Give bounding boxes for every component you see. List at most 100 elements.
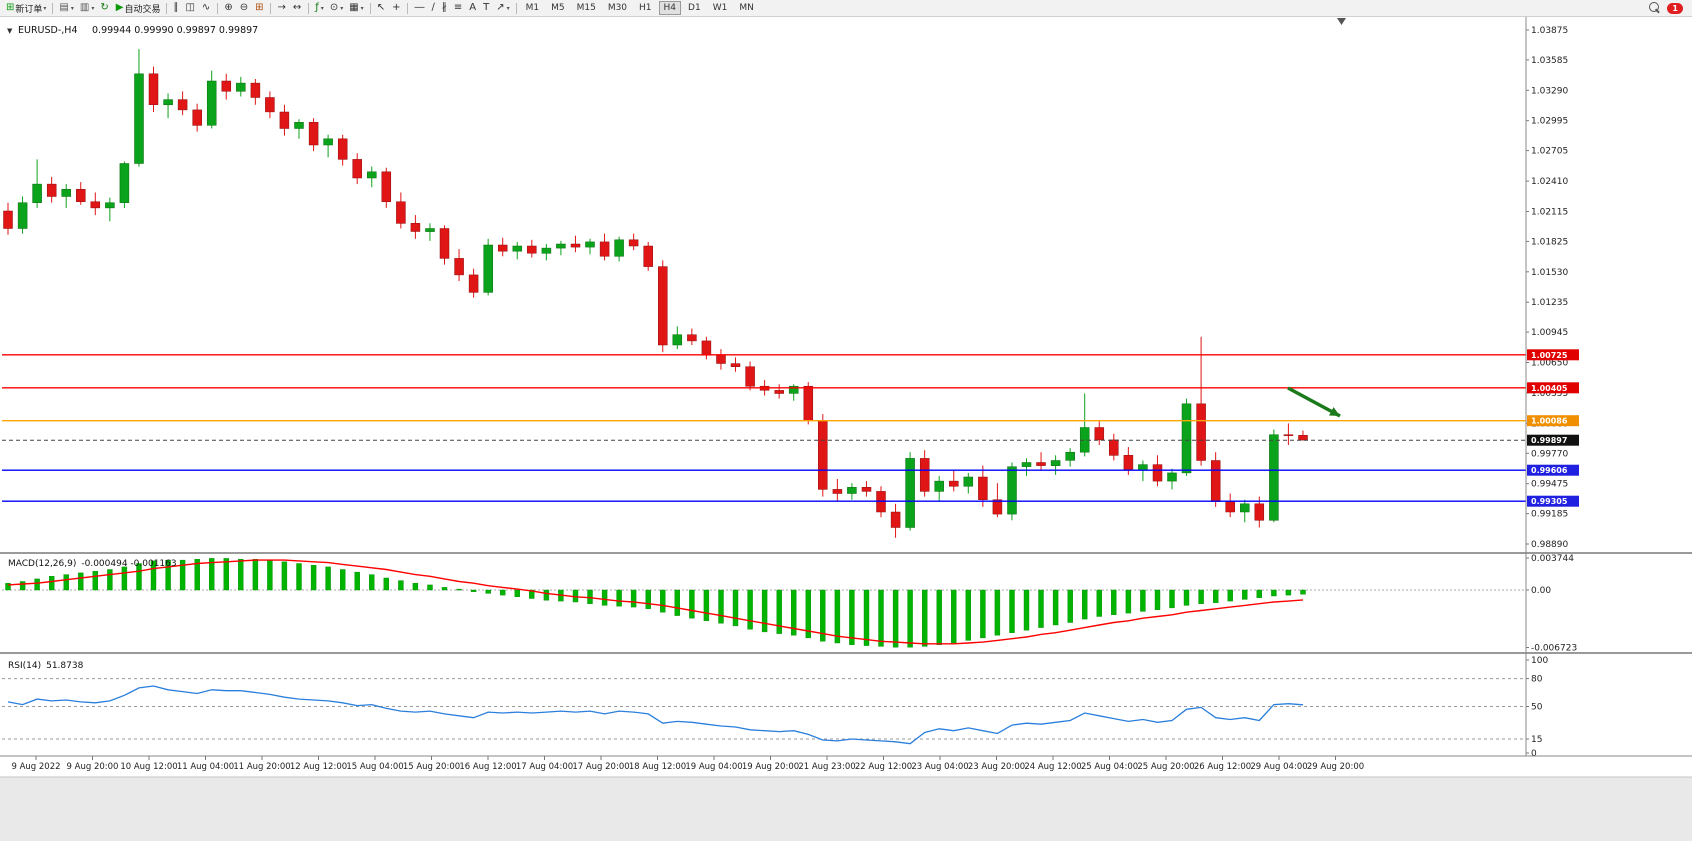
new-order-icon: ⊞ [6, 2, 15, 13]
rsi-axis-label: 15 [1531, 735, 1542, 745]
periods-button[interactable]: ⊙ ▾ [328, 1, 345, 15]
text-button[interactable]: A [467, 1, 479, 15]
symbol-dropdown-icon[interactable]: ▼ [7, 27, 13, 35]
search-icon[interactable] [1643, 1, 1665, 15]
timeframe-button-w1[interactable]: W1 [712, 3, 728, 13]
timeframe-button-m30[interactable]: M30 [607, 3, 628, 13]
refresh-button[interactable]: ↻ [98, 1, 111, 15]
macd-histogram-bar [660, 589, 666, 613]
timeframe-button-m15[interactable]: M15 [576, 3, 596, 13]
horizontal-line-button[interactable]: ― [412, 1, 427, 15]
timeframe-button-h4[interactable]: H4 [658, 1, 682, 15]
bull-candle [672, 334, 683, 346]
templates-button[interactable]: ▦ ▾ [347, 1, 365, 15]
macd-histogram-bar [34, 578, 40, 591]
auto-scroll-button[interactable]: → [275, 1, 288, 15]
bull-candle [1050, 460, 1061, 466]
macd-histogram-bar [791, 589, 797, 636]
dropdown-arrow-icon: ▾ [320, 4, 324, 12]
price-axis-label: 1.00650 [1531, 359, 1568, 369]
indicators-icon: ƒ [315, 2, 319, 13]
chart-canvas[interactable] [0, 16, 1692, 777]
bear-candle [730, 363, 741, 367]
macd-histogram-bar [1198, 589, 1204, 604]
indicators-button[interactable]: ƒ ▾ [313, 1, 326, 15]
auto-trading-button[interactable]: ▶ 自动交易 [114, 1, 163, 15]
chart-shift-button[interactable]: ↔ [291, 1, 304, 15]
macd-histogram-bar [1096, 589, 1103, 617]
macd-histogram-bar [630, 589, 637, 608]
timeframe-button-d1[interactable]: D1 [688, 3, 701, 13]
bull-candle [163, 99, 173, 106]
bear-candle [76, 189, 86, 202]
profiles-button[interactable]: ▥ ▾ [78, 1, 96, 15]
bull-candle [556, 243, 566, 249]
bear-candle [1109, 439, 1119, 456]
price-axis-label: 1.01235 [1531, 298, 1568, 308]
candlestick-chart-button[interactable]: ◫ [183, 1, 197, 15]
notification-badge[interactable]: 1 [1667, 2, 1683, 14]
price-badge [1527, 415, 1579, 427]
bull-candle [1181, 403, 1192, 474]
tile-windows-button[interactable]: ⊞ [253, 1, 266, 15]
bull-candle [1240, 503, 1250, 513]
dropdown-arrow-icon: ▾ [43, 4, 47, 12]
text-label-button[interactable]: T [481, 1, 492, 15]
price-axis-label: 1.02115 [1531, 208, 1568, 218]
macd-histogram-bar [1256, 589, 1263, 598]
zoom-out-button[interactable]: ⊖ [238, 1, 251, 15]
timeframe-button-mn[interactable]: MN [739, 3, 754, 13]
macd-histogram-bar [1009, 589, 1015, 633]
chart-shift-icon: ↔ [292, 2, 302, 13]
timeframe-button-m5[interactable]: M5 [551, 3, 565, 13]
cursor-button[interactable]: ↖ [375, 1, 388, 15]
macd-histogram-bar [150, 560, 157, 591]
macd-histogram-bar [412, 583, 419, 591]
price-axis-label: 1.01825 [1531, 237, 1568, 247]
macd-histogram-bar [1038, 589, 1044, 628]
fibonacci-icon: ≡ [453, 2, 463, 13]
macd-indicator [2, 558, 1526, 648]
crosshair-button[interactable]: + [390, 1, 403, 15]
bear-candle [192, 109, 202, 126]
timeframe-button-h1[interactable]: H1 [639, 3, 652, 13]
channel-button[interactable]: ∦ [440, 1, 450, 15]
new-order-button[interactable]: ⊞ 新订单 ▾ [4, 1, 48, 15]
zoom-in-button[interactable]: ⊕ [222, 1, 235, 15]
macd-histogram-bar [179, 559, 186, 591]
bar-chart-button[interactable]: ∥ [171, 1, 181, 15]
macd-axis-label: -0.006723 [1531, 644, 1577, 654]
bull-candle [1138, 464, 1148, 471]
macd-histogram-bar [383, 577, 389, 591]
refresh-icon: ↻ [100, 2, 109, 13]
templates-icon: ▦ [349, 2, 359, 13]
price-axis-label: 1.03585 [1531, 56, 1568, 66]
chart-shift-marker[interactable] [1337, 18, 1346, 25]
macd-histogram-bar [1212, 589, 1219, 604]
price-badge [1527, 434, 1579, 446]
bull-candle [963, 476, 974, 487]
bear-candle [643, 245, 653, 267]
bear-candle [221, 80, 232, 92]
macd-label: MACD(12,26,9) -0.000494 -0.001163 [8, 559, 177, 569]
arrows-button[interactable]: ↗ ▾ [494, 1, 511, 15]
bull-candle [1021, 462, 1032, 467]
bear-candle [279, 111, 290, 129]
new-chart-button[interactable]: ▤ ▾ [57, 1, 75, 15]
bull-candle [206, 80, 217, 126]
line-chart-button[interactable]: ∿ [200, 1, 213, 15]
bear-candle [861, 487, 872, 492]
bear-candle [1298, 435, 1308, 441]
macd-histogram-bar [485, 589, 491, 594]
timeframe-button-m1[interactable]: M1 [525, 3, 540, 13]
bear-candle [599, 241, 610, 257]
bull-candle [483, 244, 493, 293]
fibonacci-button[interactable]: ≡ [452, 1, 465, 15]
bear-candle [716, 355, 726, 364]
price-axis-label: 0.98890 [1531, 540, 1568, 550]
macd-histogram-bar [252, 559, 259, 591]
time-axis-label: 25 Aug 04:00 [1081, 762, 1138, 772]
bear-candle [1196, 403, 1206, 461]
macd-histogram-bar [208, 558, 215, 591]
trendline-button[interactable]: ∕ [429, 1, 437, 15]
